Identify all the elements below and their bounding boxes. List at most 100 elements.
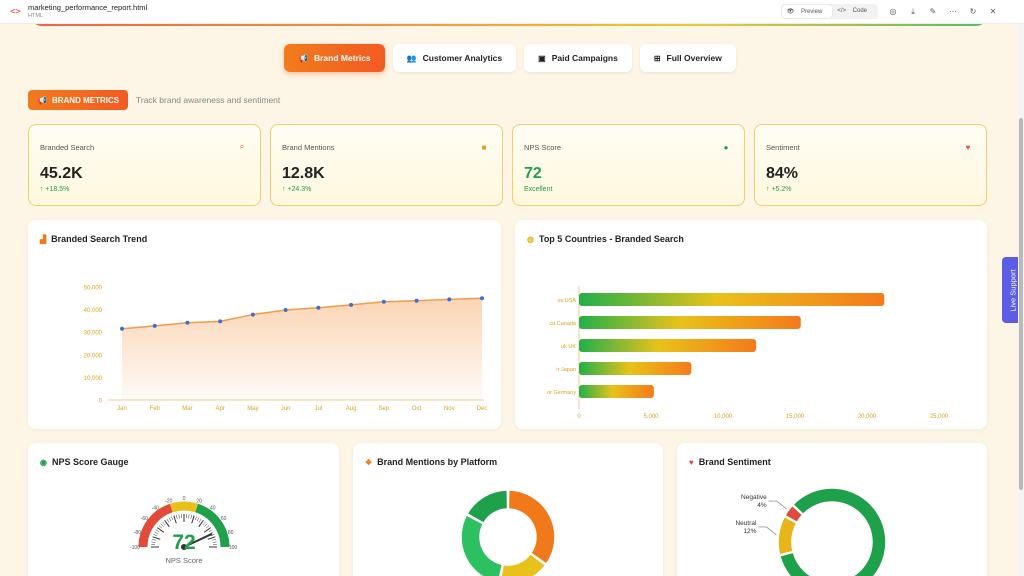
pie-slice — [460, 513, 504, 576]
gauge-tick — [191, 515, 195, 524]
gauge-tick-label: 60 — [221, 516, 227, 522]
x-tick-label: Jan — [117, 406, 127, 412]
preview-button[interactable]: 👁 Preview — [781, 5, 833, 18]
kpi-value: 45.2K — [40, 165, 83, 182]
pie-slice — [783, 504, 804, 524]
comments-icon: ❖ — [365, 457, 373, 467]
gauge-tick — [204, 523, 208, 527]
gauge-tick-label: -60 — [141, 516, 148, 522]
top-countries-panel: ◍ Top 5 Countries - Branded Search us USA… — [515, 220, 987, 429]
gauge-band-mid — [169, 501, 199, 513]
gauge-tick — [157, 527, 165, 533]
gauge-tick — [154, 531, 159, 535]
refresh-icon[interactable]: ↻ — [969, 7, 977, 16]
gauge-tick — [160, 523, 164, 527]
bar — [579, 339, 757, 352]
data-point — [152, 323, 157, 328]
app-title-bar: <> marketing_performance_report.html HTM… — [0, 0, 1024, 24]
gauge-tick — [166, 518, 170, 523]
y-tick-label: 0 — [99, 399, 103, 405]
x-tick-label: Aug — [346, 406, 357, 412]
gauge-needle — [183, 532, 213, 548]
tab-customer-analytics[interactable]: 👥 Customer Analytics — [392, 44, 517, 72]
bar — [579, 316, 801, 329]
heart-icon: ♥ — [965, 142, 971, 152]
gauge-tick — [168, 517, 172, 522]
gauge-tick — [153, 534, 158, 537]
y-tick-label: us USA — [557, 298, 576, 304]
gauge-tick — [212, 541, 217, 543]
search-icon: ⌕ — [239, 142, 245, 151]
x-tick-label: 25,000 — [930, 414, 949, 420]
kpi-delta: ↑ +5.2% — [766, 186, 792, 193]
bar — [579, 385, 654, 398]
tab-full-overview[interactable]: ⊞ Full Overview — [639, 44, 736, 72]
data-point — [381, 299, 386, 304]
x-tick-label: Sep — [378, 406, 389, 412]
slice-label: Neutral — [735, 520, 757, 527]
more-icon[interactable]: ⋯ — [949, 7, 957, 16]
kpi-value: 12.8K — [282, 165, 325, 182]
kpi-label: Sentiment — [766, 143, 800, 152]
bar — [579, 293, 885, 306]
gauge-tick — [196, 517, 200, 522]
gauge-tick — [194, 516, 197, 521]
x-tick-label: Oct — [412, 406, 422, 412]
grid-icon: ⊞ — [653, 53, 661, 63]
bar — [579, 362, 692, 375]
gauge-tick — [152, 536, 161, 540]
megaphone-icon: 📢 — [37, 95, 47, 105]
edit-icon[interactable]: ✎ — [929, 7, 937, 16]
gauge-tick-label: 100 — [229, 545, 238, 551]
ad-icon: ▣ — [538, 53, 546, 63]
gauge-tick-label: 80 — [228, 530, 234, 536]
gauge-tick — [190, 514, 192, 519]
x-tick-label: Jun — [281, 406, 291, 412]
gauge-tick-label: -40 — [152, 505, 159, 511]
code-button[interactable]: </> Code — [837, 8, 867, 14]
kpi-value: 72 — [524, 165, 542, 182]
gauge-tick — [158, 525, 163, 529]
panel-title: ◉ NPS Score Gauge — [40, 457, 129, 467]
gauge-tick — [198, 520, 204, 528]
kpi-label: Brand Mentions — [282, 143, 335, 152]
brand-sentiment-panel: ♥ Brand Sentiment Neutral 12% Negative 4% — [677, 443, 987, 576]
data-point — [120, 326, 124, 331]
slice-leader-line — [768, 500, 787, 510]
gauge-tick — [208, 529, 213, 533]
pie-slice — [466, 489, 509, 525]
html-file-icon: <> — [10, 6, 21, 17]
pie-slice — [777, 515, 798, 556]
x-tick-label: Dec — [477, 406, 488, 412]
gauge-band-low — [138, 503, 173, 548]
gauge-tick — [151, 541, 156, 543]
gauge-tick — [210, 534, 215, 537]
x-tick-label: 10,000 — [714, 414, 733, 420]
data-point — [349, 302, 354, 307]
scrollbar-thumb[interactable] — [1019, 118, 1023, 490]
y-tick-label: 30,000 — [84, 331, 103, 337]
tab-paid-campaigns[interactable]: ▣ Paid Campaigns — [524, 44, 632, 72]
y-tick-label: ir Japan — [556, 367, 576, 373]
data-point — [480, 296, 484, 301]
series-line — [121, 297, 483, 330]
globe-icon[interactable]: ◎ — [889, 7, 897, 16]
close-icon[interactable]: ✕ — [989, 7, 997, 16]
mentions-platform-panel: ❖ Brand Mentions by Platform — [353, 443, 663, 576]
kpi-label: Branded Search — [40, 143, 95, 152]
gauge-tick — [207, 536, 216, 540]
tab-bar: 📢 Brand Metrics 👥 Customer Analytics ▣ Paid… — [284, 44, 736, 72]
download-icon[interactable]: ⤓ — [911, 6, 915, 16]
gauge-tick — [205, 525, 210, 529]
y-tick-label: uk UK — [561, 344, 576, 350]
gauge-band-high — [195, 503, 230, 548]
x-tick-label: Mar — [182, 406, 192, 412]
x-tick-label: 0 — [577, 414, 581, 420]
gauge-tick-label: -100 — [130, 545, 140, 551]
gauge-tick — [171, 516, 174, 521]
data-point — [250, 312, 255, 317]
tab-brand-metrics[interactable]: 📢 Brand Metrics — [284, 44, 385, 72]
file-name: marketing_performance_report.html — [28, 3, 148, 12]
slice-leader-line — [758, 526, 777, 536]
gauge-tick — [202, 521, 206, 526]
